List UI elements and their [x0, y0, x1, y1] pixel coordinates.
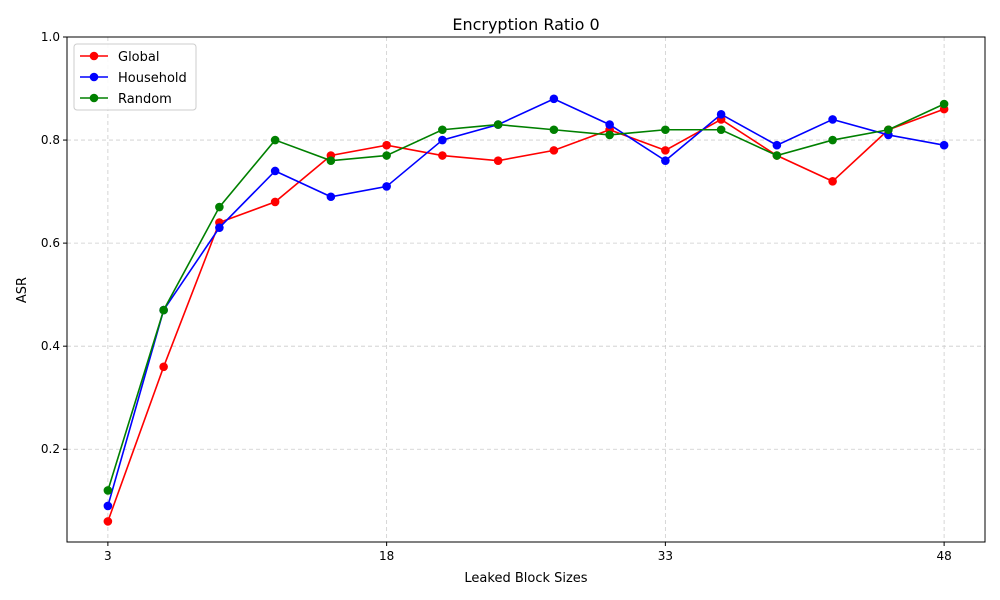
data-point-household	[772, 140, 782, 150]
data-point-household	[605, 120, 614, 129]
y-tick-label: 1.0	[41, 30, 60, 44]
legend-box	[73, 43, 197, 111]
data-point-random	[326, 156, 336, 165]
series-line-random	[107, 103, 945, 491]
data-point-random	[382, 151, 391, 160]
data-point-household	[716, 109, 726, 119]
legend-label: Random	[118, 92, 172, 107]
data-point-global	[828, 176, 837, 186]
data-point-global	[438, 151, 447, 160]
y-tick-label: 0.8	[41, 133, 60, 147]
y-tick-label: 0.6	[41, 236, 60, 250]
x-tick-label: 33	[658, 549, 673, 563]
data-point-random	[493, 120, 503, 129]
data-point-household	[382, 182, 391, 191]
data-point-random	[772, 151, 782, 160]
data-point-global	[270, 197, 280, 207]
data-point-household	[661, 156, 670, 165]
y-axis-label: ASR	[15, 277, 30, 303]
data-point-random	[716, 125, 726, 135]
series-line-global	[107, 108, 945, 522]
data-point-global	[493, 156, 503, 165]
data-point-random	[939, 99, 949, 109]
data-point-random	[605, 130, 614, 140]
data-point-random	[438, 125, 447, 135]
legend-marker	[89, 93, 99, 103]
data-point-random	[215, 202, 224, 212]
data-point-random	[828, 135, 837, 145]
x-tick-label: 48	[936, 549, 951, 563]
data-point-random	[103, 486, 113, 495]
x-tick-label: 3	[104, 549, 112, 563]
series-household	[103, 94, 949, 511]
x-tick-label: 18	[379, 549, 394, 563]
legend-marker	[89, 72, 99, 82]
series-line-household	[107, 97, 945, 507]
data-point-random	[884, 125, 893, 135]
data-point-household	[828, 115, 837, 124]
plot-frame	[66, 36, 986, 543]
data-point-random	[661, 125, 670, 135]
data-point-household	[103, 501, 113, 511]
legend-marker	[89, 51, 99, 61]
series-layer	[103, 94, 949, 526]
data-point-global	[159, 362, 168, 372]
data-point-global	[103, 517, 113, 526]
data-point-random	[159, 305, 168, 315]
legend-label: Household	[118, 71, 187, 86]
data-point-random	[549, 125, 559, 135]
data-point-household	[549, 94, 559, 104]
series-random	[103, 99, 949, 495]
data-point-household	[939, 140, 949, 150]
data-point-household	[270, 166, 280, 176]
y-axis-ticks: 0.2 0.4 0.6 0.8 1.0	[41, 30, 67, 456]
y-tick-label: 0.4	[41, 339, 60, 353]
legend-item-global: Global	[80, 50, 159, 65]
chart-title: Encryption Ratio 0	[452, 15, 599, 34]
series-global	[103, 104, 949, 526]
data-point-household	[326, 192, 336, 202]
legend-item-household: Household	[80, 71, 187, 86]
data-point-global	[382, 140, 391, 150]
legend-item-random: Random	[80, 92, 172, 107]
data-point-global	[661, 146, 670, 155]
data-point-household	[438, 135, 447, 145]
data-point-household	[215, 223, 224, 232]
grid-lines	[67, 36, 985, 542]
data-point-random	[270, 135, 280, 145]
x-axis-ticks: 3 18 33 48	[104, 542, 952, 563]
x-axis-label: Leaked Block Sizes	[464, 571, 587, 586]
legend: Global Household Random	[73, 43, 197, 111]
legend-label: Global	[118, 50, 159, 65]
data-point-global	[549, 146, 559, 155]
y-tick-label: 0.2	[41, 442, 60, 456]
